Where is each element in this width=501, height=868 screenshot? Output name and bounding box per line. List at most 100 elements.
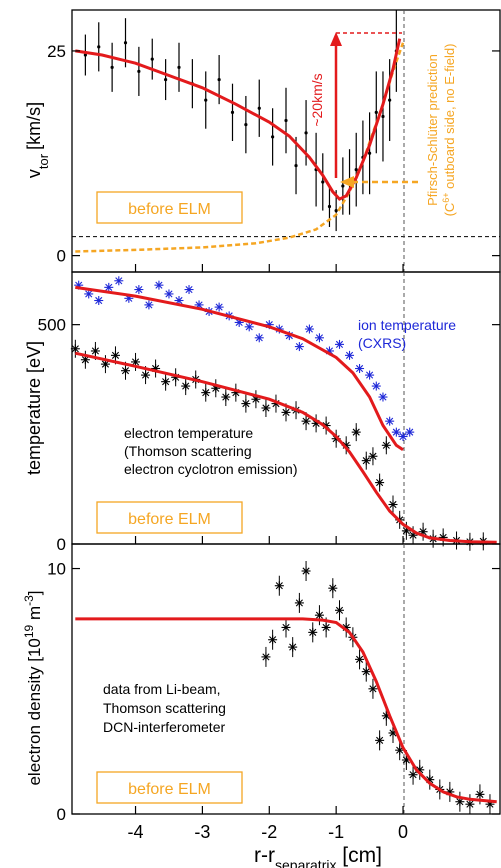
x-tick-label: -1 [328,822,344,842]
density-y-ticks: 0 10 [47,560,500,824]
density-data-point [281,622,291,632]
vtor-y-ticks: 0 25 [47,42,500,266]
density-data-point [465,799,475,809]
electron-label-line1: electron temperature [124,425,253,441]
electron-temperature-point [110,350,120,360]
svg-text:before ELM: before ELM [128,201,211,218]
vtor-data-point [244,123,248,127]
electron-temperature-point [281,407,291,417]
ps-label-line2: (C6+ outboard side, no E-field) [441,44,457,217]
density-label-line1: data from Li-beam, [103,681,221,697]
ps-arrowhead [340,176,354,188]
density-data-point [294,598,304,608]
density-fit-line [75,617,497,804]
y-tick-label: 0 [57,247,66,266]
vtor-data-point [284,118,288,123]
x-tick-label: -3 [194,822,210,842]
ion-temperature-point [184,285,194,295]
svg-text:before ELM: before ELM [128,511,211,528]
ion-temperature-point [335,339,344,349]
y-tick-label: 0 [57,535,66,554]
ion-temperature-point [365,370,375,380]
delta-arrowhead [330,32,342,46]
density-y-label: electron density [1019 m-3] [22,590,44,785]
delta-annotation: ~20km/s [309,32,402,178]
vtor-data-point [271,135,275,139]
electron-temperature-point [361,456,371,466]
electron-temperature-point [181,381,191,391]
ion-temperature-point [405,427,415,437]
y-tick-label: 25 [47,42,66,61]
electron-temperature-point [100,359,110,369]
y-tick-label: 10 [47,560,66,579]
before-elm-box: before ELM [96,501,243,534]
density-data-point [314,610,324,620]
panel-density-frame [71,543,501,815]
vtor-data-point [164,77,168,82]
temperature-y-label: temperature [eV] [24,341,44,475]
x-tick-label: 0 [398,822,408,842]
ion-label-line2: (CXRS) [358,335,406,351]
electron-temperature-point [161,377,171,387]
vtor-data-point [334,208,338,213]
panel-density: 0 10 -4 -3 -2 -1 0 electron density [1019 m-3… [22,264,501,868]
ion-temperature-point [378,392,388,402]
ion-label-line1: ion temperature [358,317,456,333]
density-data-point [328,583,338,593]
density-data-point [261,652,271,662]
vtor-data-point [137,69,141,74]
density-data-point [321,622,331,632]
vtor-data-point [204,98,208,102]
ion-temperature-point [391,427,401,437]
density-data-point [274,581,284,591]
vtor-data-point [150,57,154,61]
vtor-data-point [217,77,221,82]
density-data-point [361,667,371,677]
vtor-data-point [327,204,332,209]
ion-temperature-point [154,280,164,290]
ion-temperature-points [74,276,415,442]
electron-temperature-point [388,500,398,510]
panel-temperature: 0 500 temperature [eV] ion temperature (C… [24,271,501,554]
density-data-point [368,684,378,694]
electron-temperature-point [70,344,80,354]
electron-temperature-point [301,416,311,426]
density-data-point [335,605,344,615]
electron-temperature-point [221,392,231,402]
electron-label-line3: electron cyclotron emission) [124,461,298,477]
electron-temperature-point [141,370,151,380]
vtor-data-point [354,168,358,172]
x-tick-label: -4 [128,822,144,842]
vtor-data-point [381,114,385,119]
vtor-data-point [110,65,114,69]
ion-temperature-fit [75,285,404,451]
ion-temperature-point [104,282,114,292]
density-data-point [288,642,298,652]
density-data-point [355,654,365,664]
density-data-point [308,627,318,637]
ion-temperature-point [371,381,381,391]
x-ticks: -4 -3 -2 -1 0 [128,264,408,842]
ion-temperature-point [294,342,304,352]
x-tick-label: -2 [261,822,277,842]
panel-vtor: 0 25 vtor[km/s] ~20km/s Pfirsch-Schlüter … [24,9,501,273]
electron-temperature-point [90,346,100,356]
vtor-fit-line [75,38,402,201]
vtor-data-point [257,106,261,110]
before-elm-box: before ELM [96,771,243,804]
ion-temperature-point [94,296,104,306]
electron-label-line2: (Thomson scattering [124,443,252,459]
ion-temperature-point [314,333,324,343]
electron-temperature-point [381,440,391,450]
ion-temperature-point [164,289,174,299]
density-data-point [475,789,485,799]
ion-temperature-point [345,350,355,360]
vtor-data-point [294,163,298,168]
y-tick-label: 500 [38,316,66,335]
x-axis-label: r-rseparatrix [cm] [254,844,382,868]
density-label-line2: Thomson scattering [103,700,226,716]
vtor-data-point [388,98,392,102]
electron-temperature-point [375,478,385,488]
ps-label-line1: Pfirsch-Schlüter prediction [425,54,440,206]
